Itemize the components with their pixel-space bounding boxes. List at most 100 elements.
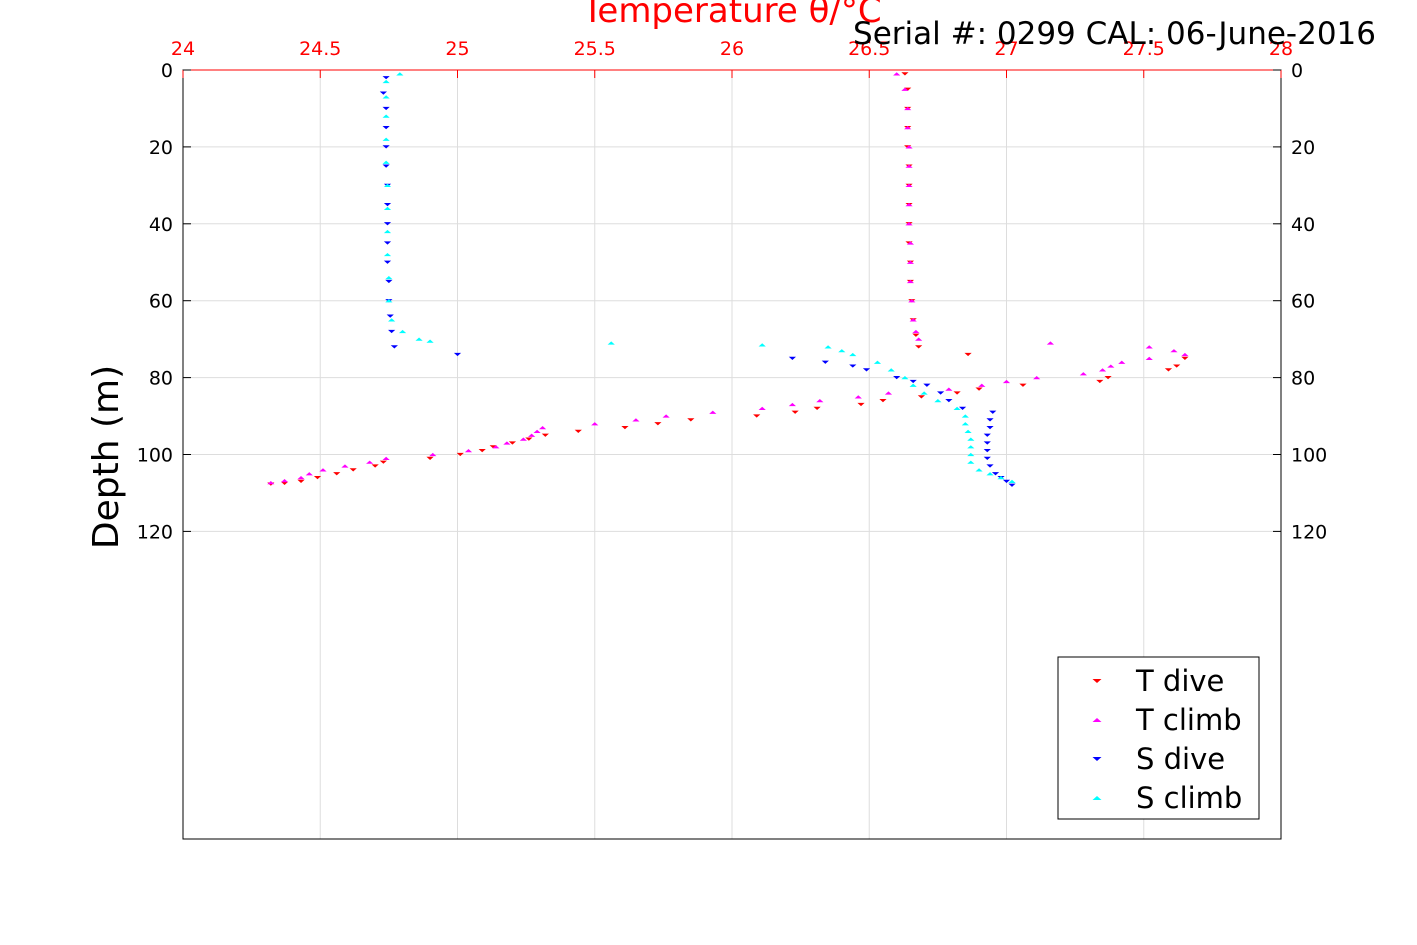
data-point xyxy=(905,183,913,187)
data-point xyxy=(383,206,392,211)
data-point xyxy=(893,375,901,380)
data-point xyxy=(753,414,761,418)
data-point xyxy=(478,449,486,453)
data-point xyxy=(1164,368,1173,372)
data-point xyxy=(341,464,349,468)
data-point xyxy=(538,425,547,430)
data-point xyxy=(887,368,895,372)
y-tick-label-right: 20 xyxy=(1291,137,1315,159)
data-point xyxy=(382,456,390,460)
legend-box xyxy=(1057,656,1260,820)
data-point xyxy=(383,260,392,264)
data-point xyxy=(915,345,923,349)
data-point xyxy=(1079,372,1087,376)
data-point xyxy=(920,391,928,395)
x-tick-label: 24 xyxy=(171,38,195,60)
data-point xyxy=(989,410,997,414)
x-tick-label: 25 xyxy=(445,38,469,60)
data-point xyxy=(905,202,913,207)
data-point xyxy=(983,456,991,460)
data-point xyxy=(426,339,434,343)
data-point xyxy=(385,279,393,284)
data-point xyxy=(382,145,390,149)
legend-label: S dive xyxy=(1136,742,1225,776)
data-point xyxy=(319,468,327,472)
data-point xyxy=(390,345,398,349)
data-point xyxy=(399,329,407,334)
data-point xyxy=(983,441,991,445)
data-point xyxy=(964,352,972,357)
data-point xyxy=(503,441,511,445)
data-point xyxy=(383,222,392,226)
data-point xyxy=(382,164,390,168)
data-point xyxy=(893,72,901,76)
data-point xyxy=(371,464,379,468)
data-point xyxy=(489,445,497,449)
y-tick-label-right: 120 xyxy=(1291,521,1327,543)
x-tick-label: 24.5 xyxy=(299,38,341,60)
data-point xyxy=(838,349,846,353)
legend-marker xyxy=(1092,756,1102,762)
data-point xyxy=(1170,349,1178,353)
y-tick-label-right: 60 xyxy=(1291,291,1315,313)
x-tick-label: 25.5 xyxy=(574,38,616,60)
data-point xyxy=(607,341,615,345)
series-t-climb xyxy=(267,72,1189,485)
data-point xyxy=(383,229,392,234)
data-point xyxy=(975,387,983,391)
data-points xyxy=(267,72,1189,487)
data-point xyxy=(1181,352,1189,357)
y-tick-label-right: 80 xyxy=(1291,368,1315,390)
data-point xyxy=(382,76,390,80)
data-point xyxy=(901,375,909,380)
data-point xyxy=(1145,356,1153,360)
data-point xyxy=(923,383,931,387)
data-point xyxy=(632,418,640,422)
data-point xyxy=(958,406,967,410)
data-point xyxy=(305,472,313,476)
legend-marker xyxy=(1092,795,1102,801)
data-point xyxy=(1118,360,1126,364)
series-t-dive xyxy=(267,72,1189,486)
data-point xyxy=(533,429,541,434)
x-tick-label: 28 xyxy=(1269,38,1293,60)
y-axis-title: Depth (m) xyxy=(86,365,127,549)
data-point xyxy=(986,464,994,468)
data-point xyxy=(591,422,599,426)
data-point xyxy=(388,329,396,334)
data-point xyxy=(901,72,909,76)
data-point xyxy=(967,445,975,449)
data-point xyxy=(662,414,670,418)
tick-marks xyxy=(182,69,1282,532)
data-point xyxy=(382,95,390,99)
y-tick-label-right: 40 xyxy=(1291,214,1315,236)
data-point xyxy=(906,279,915,284)
data-point xyxy=(904,106,912,111)
data-point xyxy=(937,391,945,395)
data-point xyxy=(386,314,394,318)
data-point xyxy=(280,479,289,483)
data-point xyxy=(758,343,766,347)
data-point xyxy=(267,480,275,485)
legend-marker xyxy=(1092,717,1102,723)
data-point xyxy=(1098,368,1107,372)
data-point xyxy=(379,460,387,464)
data-point xyxy=(492,445,500,449)
data-point xyxy=(415,337,423,341)
data-point xyxy=(788,402,796,407)
data-point xyxy=(1104,375,1112,380)
data-point xyxy=(901,87,909,91)
grid-lines xyxy=(182,69,1282,839)
data-point xyxy=(1008,479,1016,484)
data-point xyxy=(385,299,393,303)
serial-label: Serial #: 0299 CAL: 06-June-2016 xyxy=(853,16,1376,52)
y-tick-label-right: 100 xyxy=(1291,445,1327,467)
data-point xyxy=(1019,383,1027,387)
data-point xyxy=(574,429,582,434)
data-point xyxy=(915,337,923,341)
data-point xyxy=(873,360,882,364)
legend-marker xyxy=(1092,678,1102,684)
data-point xyxy=(426,456,434,460)
data-point xyxy=(909,383,917,387)
data-point xyxy=(997,475,1005,480)
